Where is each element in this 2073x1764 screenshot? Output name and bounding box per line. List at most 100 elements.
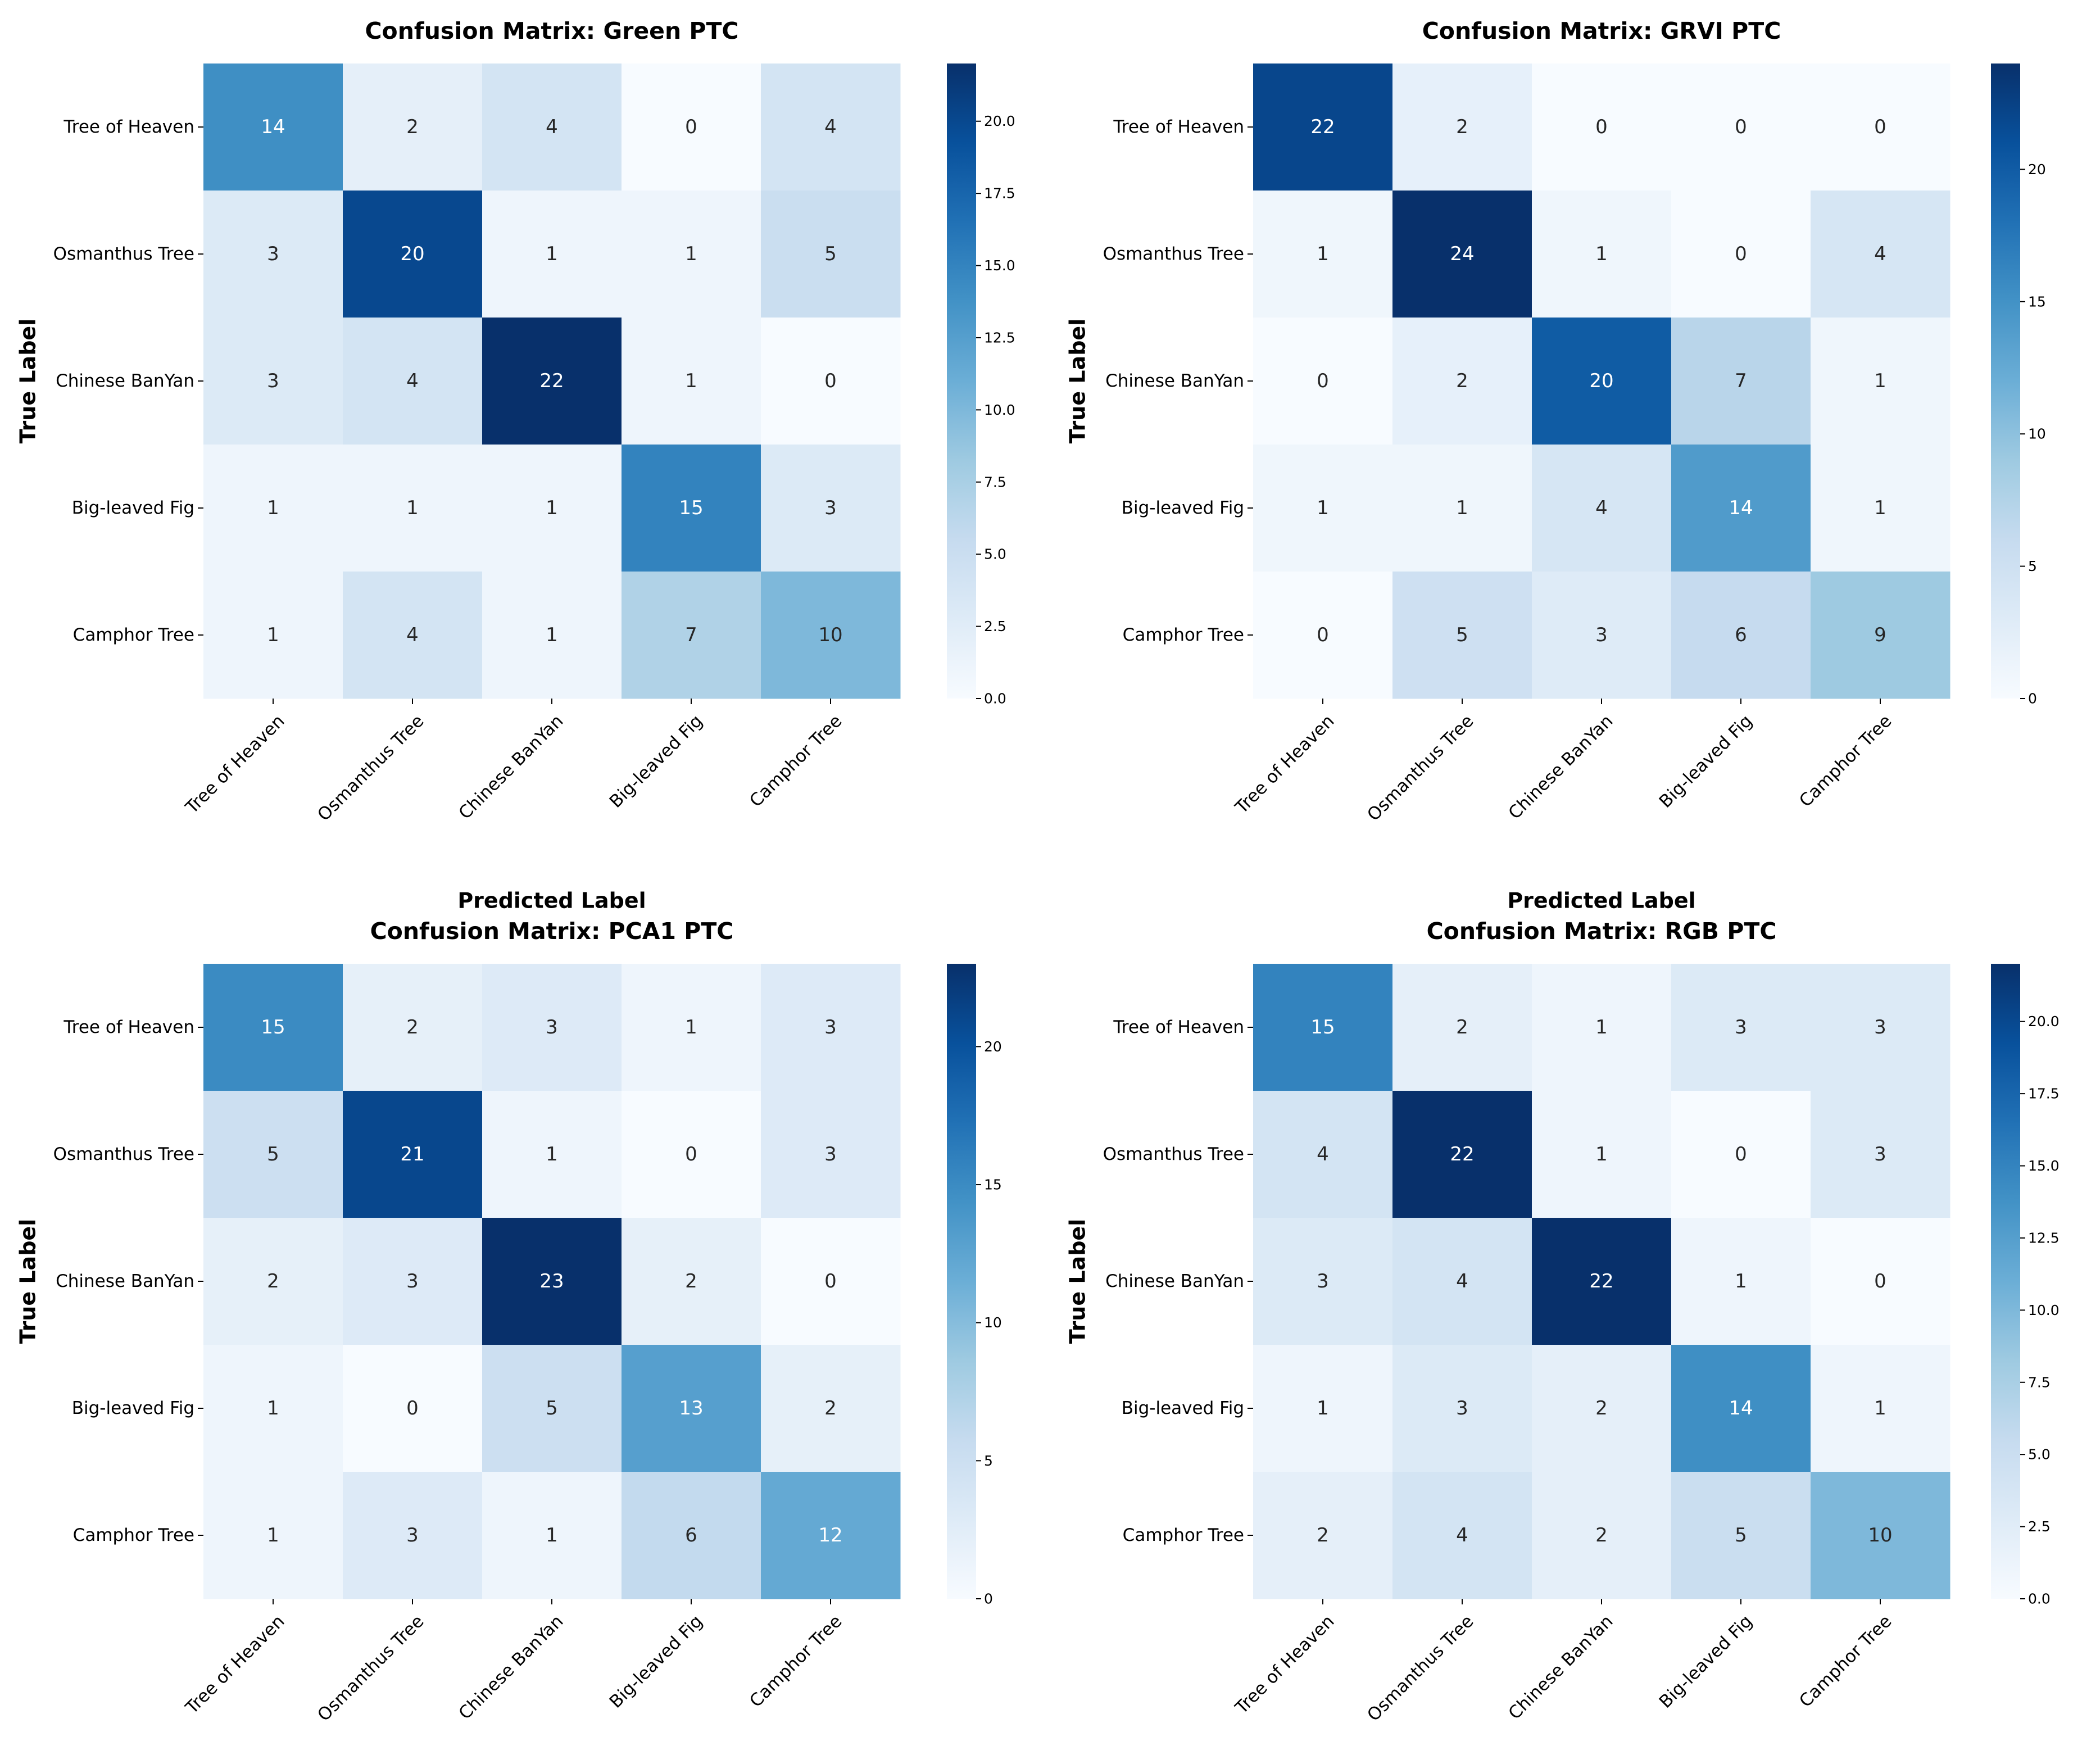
cell-value-label: 5: [824, 243, 837, 265]
heatmap-cell-r0-c3: [1671, 64, 1811, 191]
colorbar-tick-label: 2.5: [984, 618, 1006, 634]
cell-value-label: 1: [406, 497, 419, 519]
heatmap-cell-r2-c1: [343, 318, 483, 445]
heatmap-cell-r2-c3: [622, 318, 761, 445]
cell-value-label: 14: [1729, 1397, 1753, 1420]
cell-value-label: 0: [824, 1270, 837, 1293]
colorbar-tick-label: 5: [984, 1453, 993, 1469]
x-tick-label: Osmanthus Tree: [314, 1611, 428, 1725]
cell-value-label: 3: [406, 1524, 419, 1547]
cell-value-label: 2: [1456, 370, 1468, 392]
x-tick-label: Big-leaved Fig: [1655, 711, 1757, 812]
heatmap-cell-r4-c1: [343, 1472, 483, 1599]
colorbar-tick-label: 10: [984, 1314, 1002, 1331]
y-axis-label: True Label: [1065, 319, 1090, 443]
cell-value-label: 2: [406, 1016, 419, 1039]
chart-title: Confusion Matrix: GRVI PTC: [1422, 17, 1781, 44]
cell-value-label: 0: [1735, 243, 1747, 265]
heatmap-cell-r0-c0: [1253, 964, 1393, 1091]
heatmap-cell-r2-c3: [1671, 1218, 1811, 1345]
x-tick-label: Chinese BanYan: [1504, 1611, 1617, 1724]
cell-value-label: 1: [1317, 243, 1329, 265]
cell-value-label: 1: [267, 1397, 279, 1420]
colorbar-tick-label: 10: [2028, 426, 2046, 442]
colorbar: [947, 964, 976, 1599]
cell-value-label: 20: [1589, 370, 1613, 392]
cell-value-label: 6: [1735, 624, 1747, 646]
cell-value-label: 3: [824, 1016, 837, 1039]
x-tick-label: Chinese BanYan: [455, 711, 567, 823]
cell-value-label: 13: [679, 1397, 703, 1420]
heatmap-cell-r3-c1: [343, 445, 483, 572]
heatmap-cell-r4-c2: [482, 1472, 622, 1599]
colorbar-tick-label: 10.0: [984, 402, 1015, 418]
y-tick-label: Chinese BanYan: [56, 371, 194, 391]
heatmap-cell-r3-c4: [761, 1345, 901, 1472]
heatmap-cell-r4-c2: [1532, 572, 1672, 699]
cell-value-label: 1: [1317, 1397, 1329, 1420]
colorbar-tick-label: 0.0: [984, 691, 1006, 707]
colorbar: [1991, 964, 2020, 1599]
heatmap-cell-r3-c1: [1392, 445, 1532, 572]
x-tick-label: Big-leaved Fig: [606, 1611, 707, 1712]
cell-value-label: 3: [1456, 1397, 1468, 1420]
cell-value-label: 3: [1735, 1016, 1747, 1039]
cell-value-label: 5: [1735, 1524, 1747, 1547]
heatmap-cell-r2-c3: [622, 1218, 761, 1345]
y-tick-label: Camphor Tree: [1123, 625, 1244, 645]
cell-value-label: 4: [546, 116, 558, 138]
cell-value-label: 2: [267, 1270, 279, 1293]
heatmap-cell-r1-c2: [1532, 191, 1672, 318]
heatmap-cell-r2-c0: [203, 1218, 343, 1345]
heatmap-cell-r2-c2: [482, 1218, 622, 1345]
x-tick-label: Chinese BanYan: [1504, 711, 1617, 823]
heatmap-cell-r4-c4: [761, 572, 901, 699]
cell-value-label: 1: [1595, 1016, 1608, 1039]
cell-value-label: 22: [539, 370, 564, 392]
heatmap-cell-r3-c0: [1253, 1345, 1393, 1472]
cell-value-label: 3: [546, 1016, 558, 1039]
cell-value-label: 1: [267, 497, 279, 519]
heatmap-cell-r1-c4: [1811, 191, 1950, 318]
heatmap-cell-r4-c3: [1671, 1472, 1811, 1599]
colorbar-tick-label: 15.0: [2028, 1158, 2060, 1174]
cell-value-label: 1: [546, 1143, 558, 1166]
y-tick-label: Big-leaved Fig: [72, 1398, 194, 1418]
cell-value-label: 0: [1317, 370, 1329, 392]
heatmap-cell-r3-c0: [203, 1345, 343, 1472]
cell-value-label: 2: [1595, 1397, 1608, 1420]
cell-value-label: 3: [406, 1270, 419, 1293]
heatmap-cell-r1-c2: [482, 1091, 622, 1218]
heatmap-cell-r2-c4: [761, 1218, 901, 1345]
heatmap-cell-r1-c2: [482, 191, 622, 318]
heatmap-cell-r4-c1: [1392, 1472, 1532, 1599]
cell-value-label: 4: [406, 370, 419, 392]
heatmap-cell-r1-c4: [761, 1091, 901, 1218]
heatmap-cell-r0-c1: [343, 64, 483, 191]
y-tick-label: Tree of Heaven: [63, 1017, 194, 1037]
heatmap-cell-r4-c0: [1253, 572, 1393, 699]
colorbar-tick-label: 0: [2028, 691, 2037, 707]
chart-title: Confusion Matrix: RGB PTC: [1427, 918, 1777, 945]
cell-value-label: 3: [267, 370, 279, 392]
cell-value-label: 1: [546, 243, 558, 265]
x-tick-label: Tree of Heaven: [182, 1611, 289, 1718]
cell-value-label: 7: [685, 624, 697, 646]
x-tick-label: Camphor Tree: [746, 711, 846, 811]
heatmap-cell-r3-c2: [482, 445, 622, 572]
heatmap-cell-r0-c0: [203, 64, 343, 191]
cell-value-label: 5: [546, 1397, 558, 1420]
heatmap-cell-r1-c4: [1811, 1091, 1950, 1218]
heatmap-cell-r0-c2: [482, 64, 622, 191]
cell-value-label: 1: [685, 243, 697, 265]
heatmap-cell-r1-c0: [1253, 1091, 1393, 1218]
cell-value-label: 1: [267, 1524, 279, 1547]
heatmap-cell-r0-c3: [622, 64, 761, 191]
cell-value-label: 3: [1317, 1270, 1329, 1293]
cell-value-label: 0: [685, 1143, 697, 1166]
heatmap-cell-r2-c4: [1811, 1218, 1950, 1345]
y-axis-label: True Label: [1065, 1219, 1090, 1344]
cell-value-label: 3: [267, 243, 279, 265]
cell-value-label: 4: [1456, 1270, 1468, 1293]
